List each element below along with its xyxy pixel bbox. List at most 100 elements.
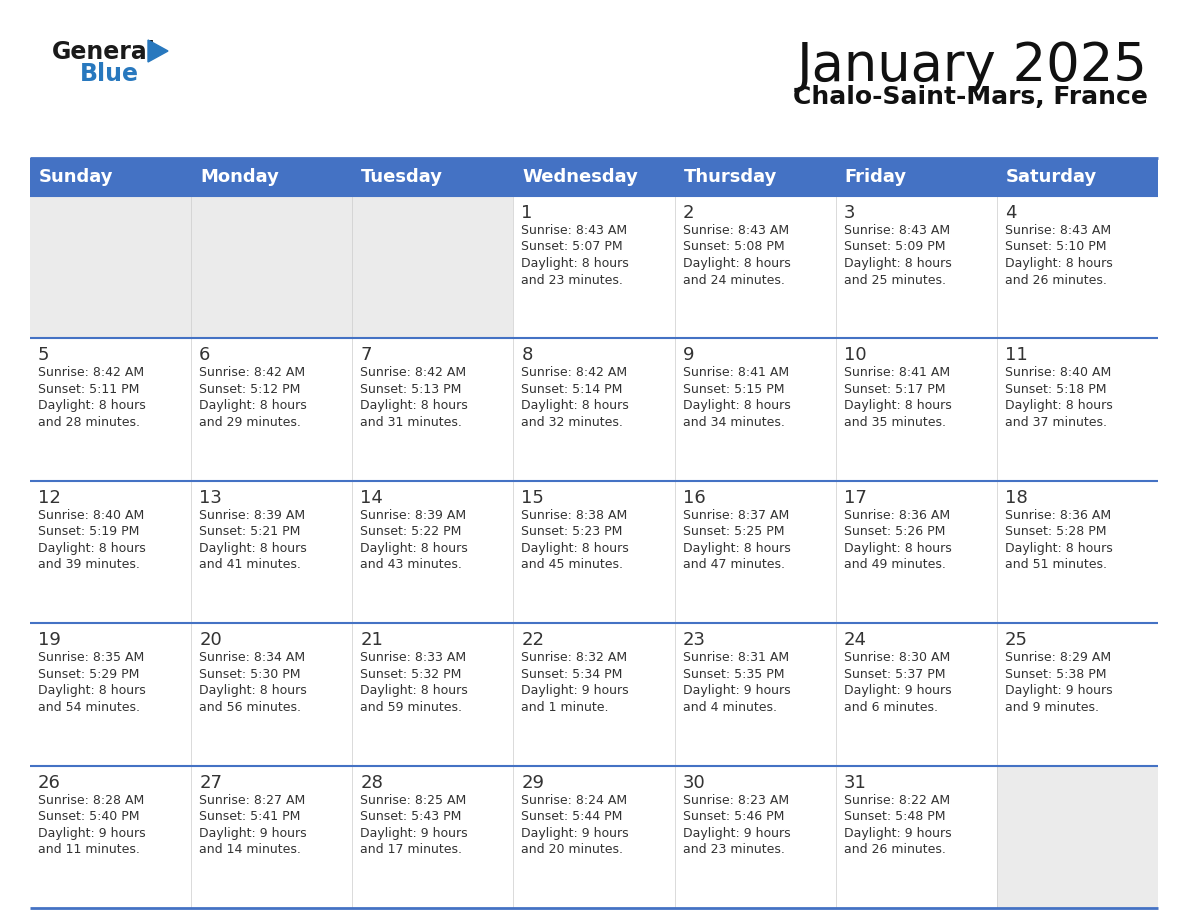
Text: Daylight: 8 hours: Daylight: 8 hours: [1005, 399, 1113, 412]
Text: Sunset: 5:17 PM: Sunset: 5:17 PM: [843, 383, 946, 396]
Text: Daylight: 8 hours: Daylight: 8 hours: [360, 684, 468, 697]
Text: and 24 minutes.: and 24 minutes.: [683, 274, 784, 286]
Text: Sunrise: 8:28 AM: Sunrise: 8:28 AM: [38, 793, 144, 807]
Text: Sunset: 5:43 PM: Sunset: 5:43 PM: [360, 810, 462, 823]
Bar: [30, 339, 191, 481]
Text: Sunday: Sunday: [39, 168, 114, 186]
Text: and 37 minutes.: and 37 minutes.: [1005, 416, 1107, 429]
Text: 5: 5: [38, 346, 50, 364]
Text: 31: 31: [843, 774, 866, 791]
Bar: [30, 196, 191, 339]
Text: Sunrise: 8:42 AM: Sunrise: 8:42 AM: [522, 366, 627, 379]
Text: and 1 minute.: and 1 minute.: [522, 700, 609, 713]
Text: January 2025: January 2025: [797, 40, 1148, 92]
Text: 14: 14: [360, 488, 384, 507]
Text: Daylight: 8 hours: Daylight: 8 hours: [522, 257, 630, 270]
Bar: [675, 766, 835, 908]
Text: and 51 minutes.: and 51 minutes.: [1005, 558, 1107, 571]
Text: and 59 minutes.: and 59 minutes.: [360, 700, 462, 713]
Text: Daylight: 8 hours: Daylight: 8 hours: [522, 399, 630, 412]
Bar: [835, 766, 997, 908]
Text: Daylight: 8 hours: Daylight: 8 hours: [360, 399, 468, 412]
Bar: [513, 766, 675, 908]
Text: Sunset: 5:11 PM: Sunset: 5:11 PM: [38, 383, 139, 396]
Text: Sunset: 5:19 PM: Sunset: 5:19 PM: [38, 525, 139, 538]
Text: Sunrise: 8:31 AM: Sunrise: 8:31 AM: [683, 651, 789, 665]
Bar: [513, 481, 675, 623]
Text: Daylight: 8 hours: Daylight: 8 hours: [843, 399, 952, 412]
Bar: [997, 196, 1158, 339]
Text: Sunset: 5:12 PM: Sunset: 5:12 PM: [200, 383, 301, 396]
Text: Daylight: 8 hours: Daylight: 8 hours: [843, 257, 952, 270]
Text: Daylight: 8 hours: Daylight: 8 hours: [38, 684, 146, 697]
Text: Sunrise: 8:36 AM: Sunrise: 8:36 AM: [1005, 509, 1111, 521]
Bar: [997, 623, 1158, 766]
Text: 19: 19: [38, 632, 61, 649]
Text: 2: 2: [683, 204, 694, 222]
Bar: [835, 196, 997, 339]
Text: and 47 minutes.: and 47 minutes.: [683, 558, 784, 571]
Text: Sunrise: 8:34 AM: Sunrise: 8:34 AM: [200, 651, 305, 665]
Text: Sunrise: 8:42 AM: Sunrise: 8:42 AM: [200, 366, 305, 379]
Text: 26: 26: [38, 774, 61, 791]
Text: 6: 6: [200, 346, 210, 364]
Text: and 20 minutes.: and 20 minutes.: [522, 843, 624, 856]
Text: 28: 28: [360, 774, 384, 791]
Text: Daylight: 9 hours: Daylight: 9 hours: [360, 826, 468, 840]
Text: and 4 minutes.: and 4 minutes.: [683, 700, 777, 713]
Text: Sunrise: 8:36 AM: Sunrise: 8:36 AM: [843, 509, 950, 521]
Text: and 23 minutes.: and 23 minutes.: [683, 843, 784, 856]
Bar: [353, 623, 513, 766]
Text: 3: 3: [843, 204, 855, 222]
Text: Thursday: Thursday: [683, 168, 777, 186]
Text: and 29 minutes.: and 29 minutes.: [200, 416, 301, 429]
Text: Sunset: 5:38 PM: Sunset: 5:38 PM: [1005, 667, 1106, 681]
Text: Sunrise: 8:22 AM: Sunrise: 8:22 AM: [843, 793, 950, 807]
Bar: [191, 623, 353, 766]
Text: Sunrise: 8:35 AM: Sunrise: 8:35 AM: [38, 651, 144, 665]
Text: Sunset: 5:35 PM: Sunset: 5:35 PM: [683, 667, 784, 681]
Text: Sunset: 5:44 PM: Sunset: 5:44 PM: [522, 810, 623, 823]
Text: 18: 18: [1005, 488, 1028, 507]
Text: Sunrise: 8:37 AM: Sunrise: 8:37 AM: [683, 509, 789, 521]
Text: Sunset: 5:29 PM: Sunset: 5:29 PM: [38, 667, 139, 681]
Text: 23: 23: [683, 632, 706, 649]
Text: Daylight: 8 hours: Daylight: 8 hours: [1005, 257, 1113, 270]
Text: Monday: Monday: [200, 168, 279, 186]
Text: Sunrise: 8:43 AM: Sunrise: 8:43 AM: [1005, 224, 1111, 237]
Text: Sunrise: 8:29 AM: Sunrise: 8:29 AM: [1005, 651, 1111, 665]
Text: Sunset: 5:09 PM: Sunset: 5:09 PM: [843, 241, 946, 253]
Text: Sunrise: 8:38 AM: Sunrise: 8:38 AM: [522, 509, 627, 521]
Text: Sunset: 5:18 PM: Sunset: 5:18 PM: [1005, 383, 1106, 396]
Text: 4: 4: [1005, 204, 1017, 222]
Bar: [513, 196, 675, 339]
Text: Daylight: 8 hours: Daylight: 8 hours: [522, 542, 630, 554]
Text: Sunset: 5:37 PM: Sunset: 5:37 PM: [843, 667, 946, 681]
Text: Sunset: 5:30 PM: Sunset: 5:30 PM: [200, 667, 301, 681]
Text: Saturday: Saturday: [1006, 168, 1097, 186]
Text: Sunrise: 8:27 AM: Sunrise: 8:27 AM: [200, 793, 305, 807]
Bar: [191, 196, 353, 339]
Text: Tuesday: Tuesday: [361, 168, 443, 186]
Text: 22: 22: [522, 632, 544, 649]
Bar: [835, 339, 997, 481]
Polygon shape: [148, 40, 168, 62]
Text: Daylight: 8 hours: Daylight: 8 hours: [683, 542, 790, 554]
Text: 7: 7: [360, 346, 372, 364]
Text: and 41 minutes.: and 41 minutes.: [200, 558, 301, 571]
Text: 27: 27: [200, 774, 222, 791]
Text: 10: 10: [843, 346, 866, 364]
Text: Sunset: 5:41 PM: Sunset: 5:41 PM: [200, 810, 301, 823]
Bar: [30, 481, 191, 623]
Text: Sunset: 5:10 PM: Sunset: 5:10 PM: [1005, 241, 1106, 253]
Bar: [191, 339, 353, 481]
Text: and 56 minutes.: and 56 minutes.: [200, 700, 301, 713]
Text: 13: 13: [200, 488, 222, 507]
Text: Daylight: 8 hours: Daylight: 8 hours: [683, 399, 790, 412]
Bar: [353, 766, 513, 908]
Text: Daylight: 8 hours: Daylight: 8 hours: [843, 542, 952, 554]
Text: Sunrise: 8:40 AM: Sunrise: 8:40 AM: [38, 509, 144, 521]
Bar: [191, 766, 353, 908]
Text: Chalo-Saint-Mars, France: Chalo-Saint-Mars, France: [794, 85, 1148, 109]
Text: Sunset: 5:48 PM: Sunset: 5:48 PM: [843, 810, 946, 823]
